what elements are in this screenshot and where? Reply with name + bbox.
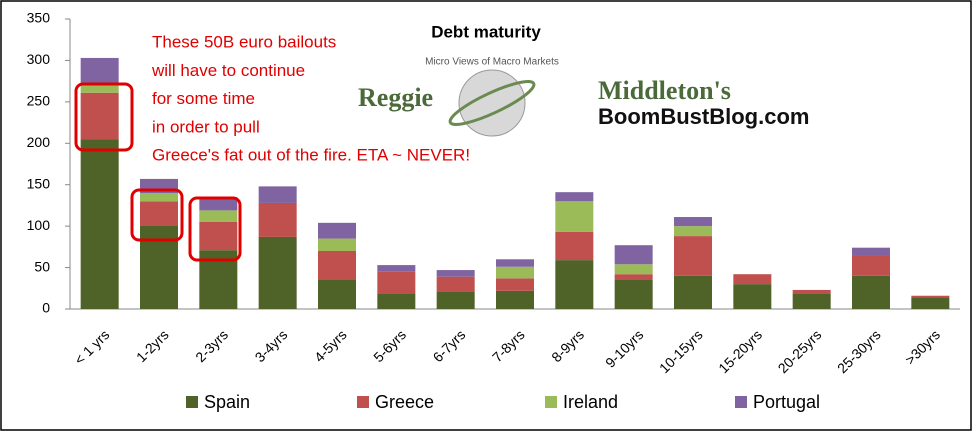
bar-segment (674, 236, 712, 276)
bar-segment (80, 83, 119, 93)
y-tick-label: 200 (27, 134, 51, 150)
bar-segment (80, 139, 119, 309)
bar-segment (911, 295, 950, 298)
bar-segment (318, 280, 356, 309)
highlight-box (188, 196, 242, 262)
bar-segment (852, 275, 890, 309)
y-tick-label: 0 (42, 300, 50, 316)
bar-segment (555, 260, 594, 309)
bar-segment (496, 278, 534, 291)
chart-title: Debt maturity (431, 22, 541, 41)
bar-segment (792, 293, 831, 309)
bar-segment (733, 284, 772, 309)
bar-segment (199, 210, 238, 222)
bar-segment (614, 264, 653, 275)
legend-swatch (186, 396, 198, 408)
bar-segment (733, 274, 772, 285)
bar-segment (377, 271, 416, 294)
legend-label: Greece (375, 392, 434, 412)
bar-segment (377, 293, 416, 309)
legend-label: Ireland (563, 392, 618, 412)
annotation: in order to pull (152, 117, 260, 136)
bar-segment (674, 275, 712, 309)
bar-segment (792, 289, 831, 294)
legend-swatch (735, 396, 747, 408)
bar-segment (852, 247, 890, 256)
annotation: These 50B euro bailouts (152, 32, 336, 51)
annotation: Greece's fat out of the fire. ETA ~ NEVE… (152, 146, 470, 165)
bar-segment (555, 192, 594, 202)
bar-segment (140, 193, 178, 202)
bar-segment (555, 231, 594, 261)
watermark: Reggie Micro Views of Macro Markets Midd… (358, 57, 809, 137)
bar-segment (911, 297, 950, 309)
orbit (448, 80, 536, 126)
bar-segment (318, 238, 356, 251)
y-tick-label: 250 (27, 93, 51, 109)
bar-segment (258, 202, 297, 237)
annotation: for some time (152, 89, 255, 108)
bar-segment (674, 226, 712, 237)
legend-label: Spain (204, 392, 250, 412)
bar-segment (199, 222, 238, 251)
bar-segment (318, 222, 356, 239)
y-tick-label: 50 (34, 258, 50, 274)
legend-label: Portugal (753, 392, 820, 412)
legend-swatch (545, 396, 557, 408)
annotation: will have to continue (151, 61, 305, 80)
bar-segment (614, 245, 653, 265)
bar-segment (496, 259, 534, 267)
bar-segment (199, 197, 238, 211)
bar-segment (140, 201, 178, 226)
bar-segment (555, 201, 594, 232)
bar-segment (140, 225, 178, 309)
bar-segment (377, 265, 416, 272)
bar-segment (496, 290, 534, 309)
bar-segment (258, 236, 297, 309)
y-tick-label: 150 (27, 175, 51, 191)
bar-segment (80, 57, 119, 84)
bar-segment (318, 251, 356, 280)
bar-segment (496, 266, 534, 279)
bar-segment (80, 92, 119, 140)
bar-segment (614, 280, 653, 309)
y-tick-label: 300 (27, 51, 51, 67)
highlight-box (130, 188, 184, 242)
bar-segment (436, 276, 475, 292)
y-tick-label: 100 (27, 217, 51, 233)
bar-segment (674, 217, 712, 227)
bar-segment (852, 255, 890, 276)
watermark-right: Middleton's (598, 76, 731, 105)
bar-segment (436, 291, 475, 309)
watermark-site: BoomBustBlog.com (598, 104, 809, 129)
legend-swatch (357, 396, 369, 408)
highlight-box (74, 82, 134, 152)
bar-segment (258, 186, 297, 203)
watermark-arc: Micro Views of Macro Markets (425, 57, 559, 68)
y-tick-label: 350 (27, 10, 51, 26)
watermark-left: Reggie (358, 83, 433, 112)
bar-segment (436, 270, 475, 277)
bar-segment (614, 274, 653, 280)
